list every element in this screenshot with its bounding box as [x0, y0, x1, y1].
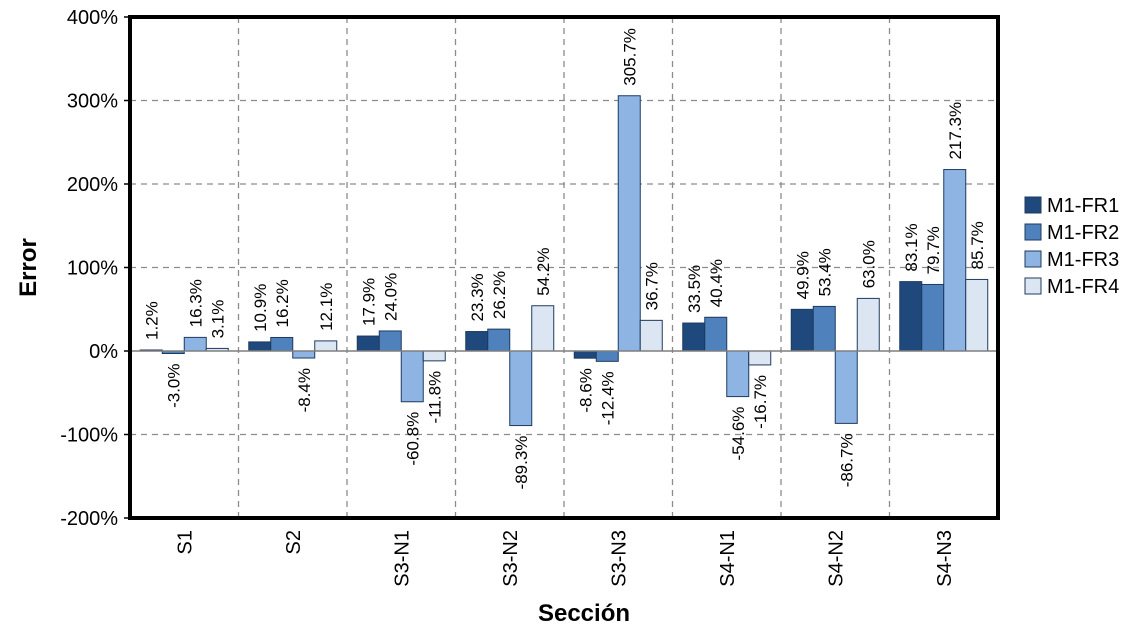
- bar-M1-FR3-S2: [292, 350, 316, 359]
- data-label: 10.9%: [251, 284, 270, 332]
- legend: M1-FR1 M1-FR2 M1-FR3 M1-FR4: [1024, 195, 1119, 298]
- x-tick-label: S4-N2: [825, 530, 847, 587]
- bar-M1-FR1-S2: [248, 341, 272, 352]
- data-label: -16.7%: [751, 375, 770, 429]
- legend-swatch: [1024, 223, 1042, 241]
- bar-M1-FR3-S1: [183, 336, 207, 352]
- gridlines: [130, 17, 998, 518]
- y-tick-label: 0%: [89, 341, 118, 363]
- bar-M1-FR4-S3-N1: [422, 350, 446, 362]
- y-axis-ticks: -200% -100% 0% 100% 200% 300% 400%: [60, 7, 130, 530]
- bars: [139, 95, 989, 427]
- data-label: -89.3%: [512, 436, 531, 490]
- x-tick-label: S2: [283, 530, 305, 554]
- x-tick-label: S3-N2: [500, 530, 522, 587]
- bar-M1-FR1-S4-N1: [682, 322, 706, 352]
- bar-M1-FR2-S3-N2: [487, 328, 511, 352]
- data-label: 36.7%: [642, 262, 661, 310]
- data-label: 63.0%: [859, 240, 878, 288]
- bar-M1-FR2-S4-N2: [812, 305, 836, 352]
- data-label: 12.1%: [317, 283, 336, 331]
- bar-M1-FR3-S3-N3: [617, 95, 641, 352]
- x-axis-ticks: S1 S2 S3-N1 S3-N2 S3-N3 S4-N1 S4-N2 S4-N3: [174, 530, 956, 587]
- bar-M1-FR3-S4-N1: [726, 350, 750, 398]
- legend-swatch: [1024, 277, 1042, 295]
- bar-M1-FR1-S4-N3: [899, 281, 923, 352]
- bar-M1-FR4-S3-N3: [639, 319, 663, 352]
- data-label: 23.3%: [468, 273, 487, 321]
- bar-M1-FR4-S4-N1: [748, 350, 772, 366]
- legend-label: M1-FR1: [1047, 195, 1119, 217]
- data-label: -12.4%: [598, 371, 617, 425]
- legend-label: M1-FR3: [1047, 249, 1119, 271]
- legend-label: M1-FR2: [1047, 222, 1119, 244]
- y-axis-title: Error: [15, 238, 42, 297]
- bar-M1-FR1-S3-N2: [465, 331, 489, 352]
- data-label: 17.9%: [359, 278, 378, 326]
- bar-M1-FR3-S4-N2: [834, 350, 858, 424]
- data-label: 54.2%: [534, 248, 553, 296]
- bar-M1-FR4-S2: [314, 340, 338, 352]
- y-tick-label: 100%: [67, 258, 118, 280]
- legend-swatch: [1024, 196, 1042, 214]
- bar-M1-FR4-S3-N2: [531, 305, 555, 352]
- bar-M1-FR3-S3-N2: [509, 350, 533, 427]
- x-axis-title: Sección: [538, 600, 630, 627]
- y-tick-label: 200%: [67, 174, 118, 196]
- bar-M1-FR2-S4-N1: [704, 316, 728, 352]
- data-label: 1.2%: [142, 301, 161, 340]
- data-label: 24.0%: [381, 273, 400, 321]
- bar-M1-FR2-S2: [270, 336, 294, 352]
- data-label: 305.7%: [620, 28, 639, 86]
- y-tick-label: 300%: [67, 91, 118, 113]
- data-label: 49.9%: [793, 251, 812, 299]
- bar-M1-FR2-S4-N3: [921, 283, 945, 352]
- y-tick-label: 400%: [67, 7, 118, 29]
- bar-M1-FR3-S4-N3: [943, 169, 967, 352]
- data-label: 16.3%: [186, 279, 205, 327]
- y-tick-label: -200%: [60, 508, 118, 530]
- data-label: -8.6%: [576, 368, 595, 412]
- x-tick-label: S1: [174, 530, 196, 554]
- data-label: 16.2%: [273, 279, 292, 327]
- bar-M1-FR1-S3-N3: [573, 350, 597, 359]
- x-tick-label: S3-N1: [391, 530, 413, 587]
- bar-M1-FR2-S3-N1: [378, 330, 402, 352]
- data-label: 33.5%: [685, 265, 704, 313]
- data-label: 53.4%: [815, 248, 834, 296]
- data-label: -54.6%: [729, 407, 748, 461]
- data-label: -86.7%: [837, 433, 856, 487]
- data-label: 3.1%: [208, 300, 227, 339]
- data-label: 79.7%: [924, 226, 943, 274]
- legend-label: M1-FR4: [1047, 276, 1119, 298]
- bar-M1-FR1-S3-N1: [356, 335, 380, 352]
- data-label: 217.3%: [946, 102, 965, 160]
- data-label: 85.7%: [968, 221, 987, 269]
- data-label: -60.8%: [403, 412, 422, 466]
- x-tick-label: S4-N1: [717, 530, 739, 587]
- data-label: 83.1%: [902, 223, 921, 271]
- bar-M1-FR3-S3-N1: [400, 350, 424, 403]
- legend-swatch: [1024, 250, 1042, 268]
- data-label: 26.2%: [490, 271, 509, 319]
- data-label: -11.8%: [425, 371, 444, 424]
- data-labels: 1.2% -3.0% 16.3% 3.1% 10.9% 16.2% -8.4% 12.1% 17…: [142, 28, 987, 489]
- data-label: 40.4%: [707, 259, 726, 307]
- bar-M1-FR1-S4-N2: [790, 308, 814, 352]
- bar-M1-FR2-S3-N3: [595, 350, 619, 362]
- y-tick-label: -100%: [60, 425, 118, 447]
- data-label: -3.0%: [164, 364, 183, 408]
- data-label: -8.4%: [295, 368, 314, 412]
- x-tick-label: S3-N3: [608, 530, 630, 587]
- bar-M1-FR4-S4-N2: [856, 297, 880, 352]
- bar-M1-FR4-S4-N3: [965, 278, 989, 352]
- x-tick-label: S4-N3: [934, 530, 956, 587]
